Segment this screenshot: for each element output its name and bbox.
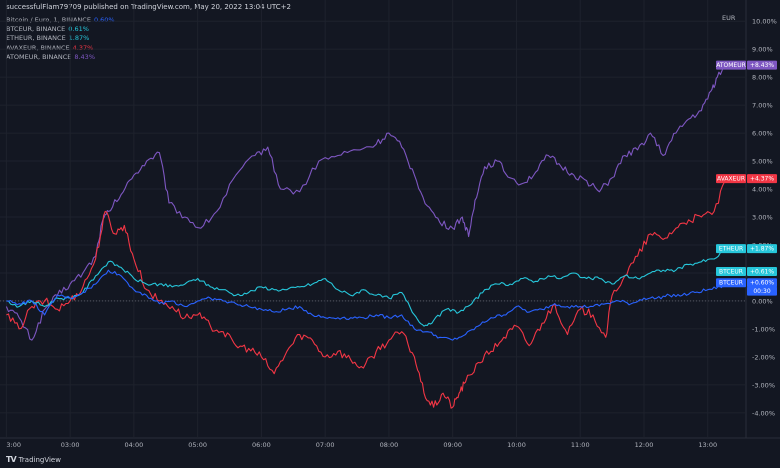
x-tick-label: 3:00 (6, 441, 21, 449)
legend-value: 8.43% (74, 52, 95, 61)
x-tick-label: 07:00 (316, 441, 335, 449)
legend-name: AVAXEUR, BINANCE (6, 43, 70, 52)
legend-row-etheur[interactable]: ETHEUR, BINANCE 1.87% (6, 34, 115, 43)
x-tick-label: 08:00 (380, 441, 399, 449)
y-tick-label: 3.00% (752, 214, 773, 222)
legend-row-btceur[interactable]: BTCEUR, BINANCE 0.61% (6, 25, 115, 34)
tag-value-text: +1.87% (750, 246, 774, 253)
price-tag-avaxeur: AVAXEUR +4.37% (716, 174, 777, 184)
legend-value: 0.60% (93, 16, 115, 24)
tradingview-logo-icon: TV (6, 455, 17, 464)
tag-value-bg (747, 174, 777, 184)
price-tags: ATOMEUR +8.43% AVAXEUR +4.37% ETHEUR +1.87% BT… (716, 60, 777, 296)
tag-value-bg (747, 286, 777, 296)
tag-value-bg (747, 278, 777, 288)
y-tick-label: 7.00% (752, 102, 773, 110)
tradingview-footer[interactable]: TV TradingView (6, 455, 61, 464)
tag-value-text: 00:30 (753, 288, 770, 295)
x-tick-label: 13:00 (698, 441, 717, 449)
legend-name: ATOMEUR, BINANCE (6, 52, 72, 61)
series-line-avaxeur (6, 178, 728, 409)
publish-header: successfulFlam79709 published on Trading… (6, 3, 291, 11)
y-tick-label: 6.00% (752, 130, 773, 138)
x-tick-label: 06:00 (252, 441, 271, 449)
y-tick-label: -4.00% (752, 409, 775, 417)
legend-value: 0.61% (68, 25, 89, 34)
price-tag-extra-0: BTCEUR +0.61% (716, 267, 777, 277)
tag-label-bg (716, 174, 746, 184)
tag-label-bg (716, 244, 746, 254)
grid-lines (0, 0, 780, 439)
y-axis[interactable]: 10.00% 9.00% 8.00% 7.00% 6.00% 5.00% 4.00% 3.00… (752, 18, 777, 418)
price-tag-etheur: ETHEUR +1.87% (716, 244, 777, 254)
y-tick-label: -2.00% (752, 353, 775, 361)
y-tick-label: 10.00% (752, 18, 777, 26)
price-tag-atomeur: ATOMEUR +8.43% (716, 60, 777, 70)
y-tick-label: 0.00% (752, 297, 773, 305)
tag-label-bg (716, 267, 746, 277)
legend-row-atomeur[interactable]: ATOMEUR, BINANCE 8.43% (6, 53, 115, 62)
tag-value-text: +0.61% (750, 269, 774, 276)
tag-value-bg (747, 267, 777, 277)
legend-row-btceur-main[interactable]: Bitcoin / Euro, 1, BINANCE 0.60% (6, 16, 115, 25)
tag-label-bg (716, 278, 746, 288)
tag-label-text: ATOMEUR (716, 62, 746, 69)
x-tick-label: 10:00 (507, 441, 526, 449)
legend-name: ETHEUR, BINANCE (6, 34, 66, 43)
x-tick-label: 04:00 (125, 441, 144, 449)
x-tick-label: 03:00 (61, 441, 80, 449)
y-tick-label: -1.00% (752, 325, 775, 333)
legend-name: BTCEUR, BINANCE (6, 25, 66, 34)
tag-value-text: +0.60% (750, 280, 774, 287)
legend-value: 4.37% (72, 43, 94, 52)
y-tick-label: 5.00% (752, 158, 773, 166)
series-lines (5, 62, 731, 409)
tag-label-bg (716, 60, 746, 70)
tag-value-text: +4.37% (750, 176, 774, 183)
tag-value-bg (747, 244, 777, 254)
legend-name: Bitcoin / Euro, 1, BINANCE (6, 16, 91, 24)
tag-label-text: BTCEUR (719, 269, 743, 276)
tag-label-text: BTCEUR (719, 280, 743, 287)
x-tick-label: 05:00 (188, 441, 207, 449)
tag-label-text: ETHEUR (719, 246, 743, 253)
series-line-btceur (6, 269, 728, 341)
y-tick-label: 9.00% (752, 46, 773, 54)
y-tick-label: 4.00% (752, 186, 773, 194)
tradingview-brand: TradingView (18, 455, 61, 464)
x-tick-label: 11:00 (571, 441, 590, 449)
series-legend: Bitcoin / Euro, 1, BINANCE 0.60% BTCEUR, … (6, 16, 115, 62)
price-tag-extra-1: 00:30 (747, 286, 777, 296)
tag-value-bg (747, 60, 777, 70)
y-tick-label: -3.00% (752, 381, 775, 389)
currency-label: EUR (722, 14, 736, 22)
series-line-atomeur (5, 62, 731, 341)
legend-value: 1.87% (68, 34, 90, 43)
price-tag-btceur: BTCEUR +0.60% (716, 278, 777, 288)
y-tick-label: 8.00% (752, 74, 773, 82)
x-axis[interactable]: 3:00 03:00 04:00 05:00 06:00 07:00 08:00 09:00 1… (6, 441, 717, 449)
series-line-etheur (6, 248, 727, 327)
tag-label-text: AVAXEUR (717, 176, 745, 183)
x-tick-label: 12:00 (635, 441, 654, 449)
tag-value-text: +8.43% (750, 62, 774, 69)
x-tick-label: 09:00 (443, 441, 462, 449)
legend-row-avaxeur[interactable]: AVAXEUR, BINANCE 4.37% (6, 44, 115, 53)
